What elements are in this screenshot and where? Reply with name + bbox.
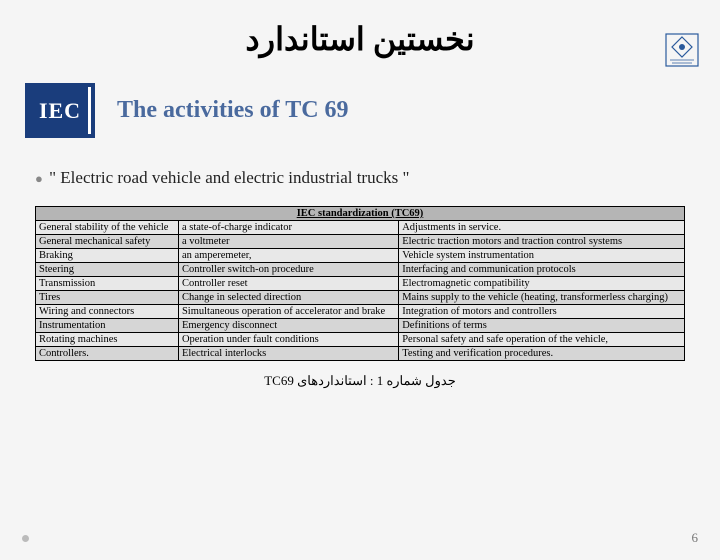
table-cell: an amperemeter,: [178, 249, 398, 263]
sub-header: IEC The activities of TC 69: [25, 83, 720, 138]
decorative-dot: [22, 535, 29, 542]
quote-text: " Electric road vehicle and electric ind…: [49, 168, 409, 187]
table-cell: Controller reset: [178, 277, 398, 291]
bullet-icon: ●: [35, 171, 43, 186]
table-cell: a voltmeter: [178, 235, 398, 249]
iec-logo: IEC: [25, 83, 95, 138]
table-row: Wiring and connectorsSimultaneous operat…: [36, 305, 685, 319]
table-header: IEC standardization (TC69): [36, 207, 685, 221]
table-cell: General stability of the vehicle: [36, 221, 179, 235]
subtitle: The activities of TC 69: [117, 97, 349, 124]
standards-table: IEC standardization (TC69) General stabi…: [35, 206, 685, 361]
table-cell: Interfacing and communication protocols: [399, 263, 685, 277]
table-cell: Electrical interlocks: [178, 347, 398, 361]
table-cell: Mains supply to the vehicle (heating, tr…: [399, 291, 685, 305]
table-row: Transmission Controller resetElectromagn…: [36, 277, 685, 291]
table-caption: جدول شماره 1 : استانداردهای TC69: [0, 373, 720, 389]
table-cell: Braking: [36, 249, 179, 263]
page-number: 6: [692, 530, 699, 546]
table-cell: a state-of-charge indicator: [178, 221, 398, 235]
table-cell: Instrumentation: [36, 319, 179, 333]
table-cell: Vehicle system instrumentation: [399, 249, 685, 263]
table-cell: Rotating machines: [36, 333, 179, 347]
table-cell: Simultaneous operation of accelerator an…: [178, 305, 398, 319]
table-cell: Change in selected direction: [178, 291, 398, 305]
page-title-persian: نخستین استاندارد: [0, 20, 720, 58]
table-cell: Emergency disconnect: [178, 319, 398, 333]
table-cell: Electric traction motors and traction co…: [399, 235, 685, 249]
table-row: InstrumentationEmergency disconnectDefin…: [36, 319, 685, 333]
table-row: General stability of the vehiclea state-…: [36, 221, 685, 235]
table-row: TiresChange in selected directionMains s…: [36, 291, 685, 305]
table-cell: Definitions of terms: [399, 319, 685, 333]
table-cell: Operation under fault conditions: [178, 333, 398, 347]
table-cell: Electromagnetic compatibility: [399, 277, 685, 291]
table-cell: Personal safety and safe operation of th…: [399, 333, 685, 347]
table-row: General mechanical safetya voltmeterElec…: [36, 235, 685, 249]
table-cell: Tires: [36, 291, 179, 305]
table-cell: Controller switch-on procedure: [178, 263, 398, 277]
table-cell: Testing and verification procedures.: [399, 347, 685, 361]
table-cell: General mechanical safety: [36, 235, 179, 249]
table-row: Controllers.Electrical interlocksTesting…: [36, 347, 685, 361]
table-cell: Controllers.: [36, 347, 179, 361]
university-logo: [662, 32, 702, 72]
table-cell: Steering: [36, 263, 179, 277]
quote-line: ● " Electric road vehicle and electric i…: [35, 168, 685, 188]
table-cell: Integration of motors and controllers: [399, 305, 685, 319]
table-cell: Adjustments in service.: [399, 221, 685, 235]
table-row: SteeringController switch-on procedureIn…: [36, 263, 685, 277]
table-cell: Wiring and connectors: [36, 305, 179, 319]
table-cell: Transmission: [36, 277, 179, 291]
table-row: Rotating machinesOperation under fault c…: [36, 333, 685, 347]
table-row: Brakingan amperemeter,Vehicle system ins…: [36, 249, 685, 263]
